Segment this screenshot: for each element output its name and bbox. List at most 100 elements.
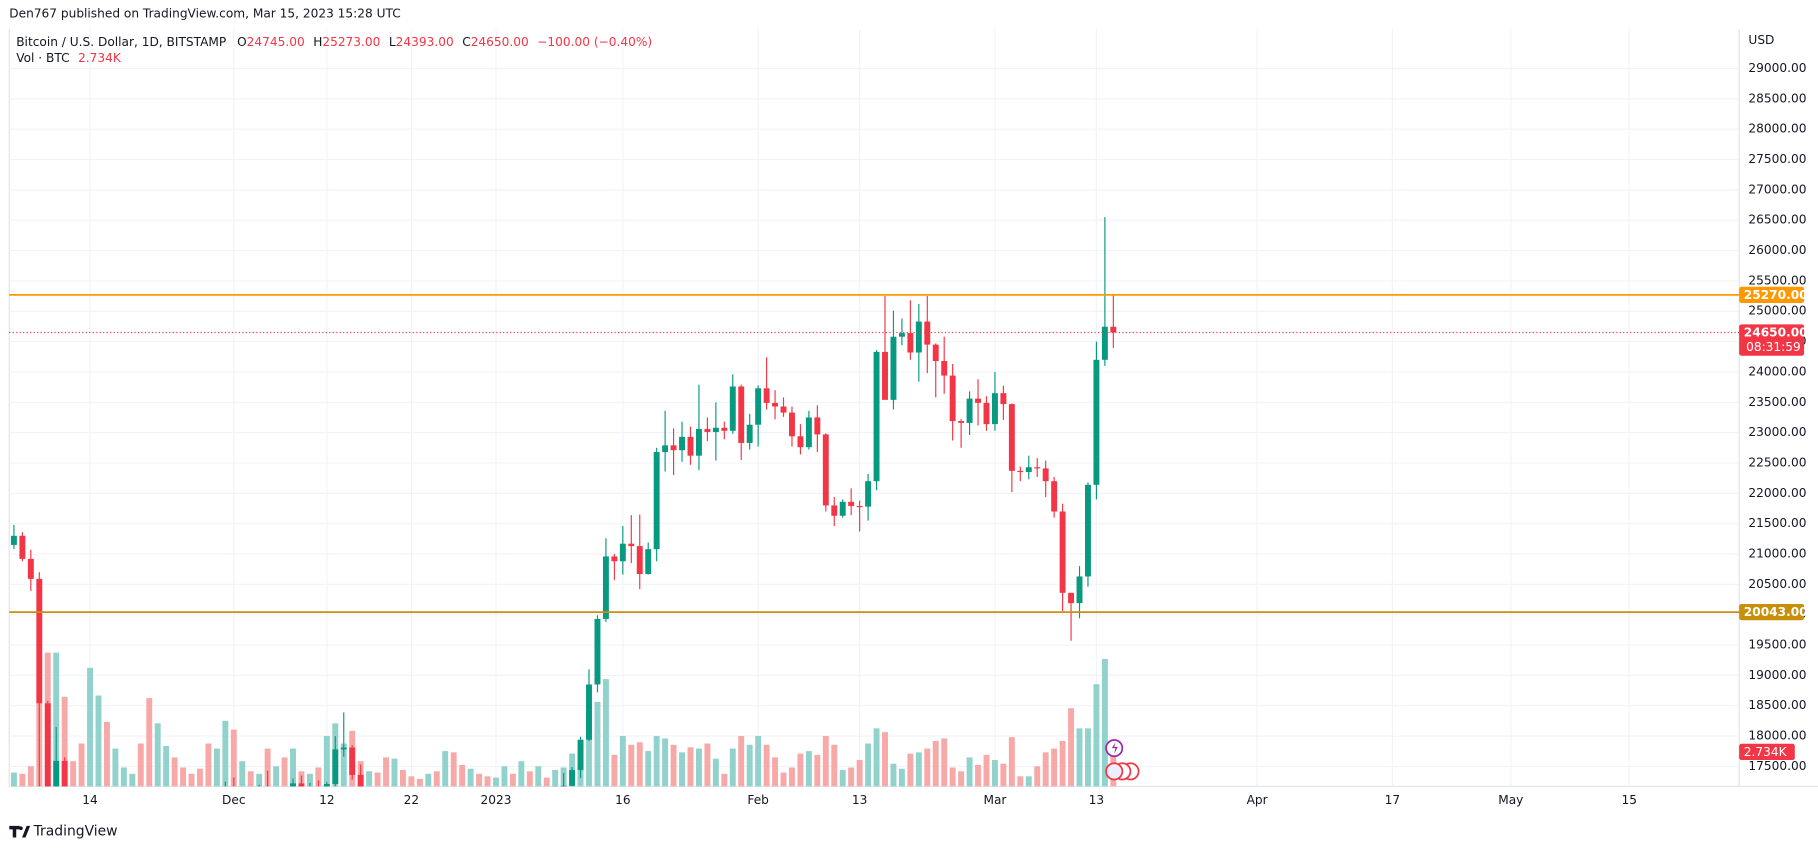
- candle-body: [695, 428, 702, 456]
- volume-bar: [476, 773, 483, 787]
- candle-body: [1000, 393, 1007, 405]
- y-tick-label: 27000.00: [1748, 182, 1806, 196]
- volume-bar: [1042, 752, 1049, 787]
- volume-last-label: 2.734K: [1744, 745, 1788, 759]
- candle-body: [611, 556, 618, 562]
- overlays: 17500.00 18000.00 18500.00 19000.00 19500.00…: [9, 61, 1808, 807]
- volume-bar: [797, 753, 804, 787]
- volume-bar: [746, 744, 753, 787]
- volume-bar: [924, 748, 931, 787]
- volume-bar: [391, 758, 398, 787]
- candle-body: [814, 417, 821, 435]
- volume-bar: [256, 773, 263, 787]
- volume-bar: [416, 778, 423, 787]
- candle-body: [645, 549, 652, 575]
- candle-body: [1051, 481, 1058, 512]
- volume-bar: [340, 743, 347, 787]
- volume-bar: [1085, 728, 1091, 787]
- volume-bar: [383, 757, 389, 787]
- volume-bar: [19, 773, 26, 787]
- volume-bar: [907, 753, 914, 787]
- y-tick-label: 19500.00: [1748, 638, 1806, 652]
- volume-bar: [425, 773, 432, 787]
- volume-bar: [78, 743, 85, 787]
- y-tick-label: 19000.00: [1748, 668, 1806, 682]
- volume-bar: [1068, 708, 1075, 787]
- candle-body: [949, 375, 956, 422]
- volume-value: 2.734K: [78, 51, 122, 65]
- volume-bar: [222, 720, 229, 787]
- volume-bar: [493, 777, 499, 787]
- volume-bar: [695, 748, 702, 787]
- volume-bar: [205, 743, 212, 787]
- last-price-label: 24650.00: [1744, 326, 1808, 340]
- candle-body: [966, 398, 973, 423]
- candle-body: [1008, 404, 1015, 471]
- candle-body: [890, 336, 897, 400]
- volume-bar: [1076, 728, 1083, 787]
- volume-bar: [120, 767, 127, 787]
- published-note: Den767 published on TradingView.com, Mar…: [9, 6, 400, 20]
- symbol: Bitcoin / U.S. Dollar, 1D, BITSTAMP: [16, 34, 226, 48]
- volume-bar: [975, 764, 981, 787]
- y-tick-label: 18000.00: [1748, 729, 1806, 743]
- candle-body: [772, 402, 779, 407]
- volume-bar: [721, 773, 728, 787]
- ohlc-value: 24745.00: [247, 34, 305, 48]
- volume-bar: [763, 744, 770, 787]
- volume-bar: [941, 738, 948, 787]
- candle-body: [991, 393, 998, 425]
- ohlc-prefix: L: [389, 34, 396, 48]
- candle-body: [602, 556, 609, 619]
- change: −100.00 (−0.40%): [537, 34, 652, 48]
- volume-bar: [442, 751, 449, 787]
- volume-bar: [991, 759, 998, 787]
- y-tick-label: 27500.00: [1748, 152, 1806, 166]
- y-tick-label: 21000.00: [1748, 546, 1806, 560]
- x-tick-label: May: [1498, 793, 1523, 807]
- volume-bar: [188, 773, 195, 787]
- volume-bar: [780, 772, 787, 787]
- volume-bar: [459, 764, 466, 787]
- candle-body: [839, 501, 846, 516]
- volume-legend: Vol · BTC 2.734K: [16, 51, 122, 65]
- candle-body: [873, 351, 880, 482]
- x-tick-label: 22: [404, 793, 419, 807]
- volume-bar: [856, 759, 863, 787]
- volume-bar: [501, 766, 508, 787]
- ohlc-value: 25273.00: [322, 34, 380, 48]
- candle-body: [1101, 326, 1108, 360]
- volume-bar: [366, 771, 373, 787]
- candle-body: [619, 543, 626, 562]
- y-tick-label: 24000.00: [1748, 364, 1806, 378]
- candle-body: [746, 424, 753, 443]
- volume-bar: [264, 748, 271, 787]
- candle-body: [61, 760, 68, 787]
- candle-body: [763, 388, 770, 403]
- volume-bar: [983, 754, 990, 787]
- candles: [10, 217, 1117, 787]
- candle-body: [569, 770, 576, 786]
- volume-bar: [467, 768, 474, 787]
- volume-bar: [154, 723, 161, 787]
- volume-bar: [704, 743, 711, 787]
- candle-body: [1034, 467, 1041, 469]
- candle-body: [915, 321, 922, 353]
- volume-bar: [594, 701, 601, 787]
- volume-bar: [1000, 763, 1007, 787]
- candle-body: [298, 783, 305, 787]
- volume-bar: [789, 767, 795, 787]
- candle-body: [662, 445, 669, 453]
- volume-bar: [408, 776, 415, 787]
- candle-body: [738, 386, 745, 443]
- x-tick-label: 2023: [480, 793, 511, 807]
- candle-body: [653, 452, 660, 550]
- brand: TradingView: [33, 824, 118, 840]
- candle-body: [1068, 592, 1075, 604]
- volume-bar: [213, 748, 220, 787]
- level-label-box: [1739, 286, 1805, 303]
- volume-bar: [890, 763, 897, 787]
- volume-bar: [873, 728, 880, 787]
- volume-bar: [163, 746, 170, 787]
